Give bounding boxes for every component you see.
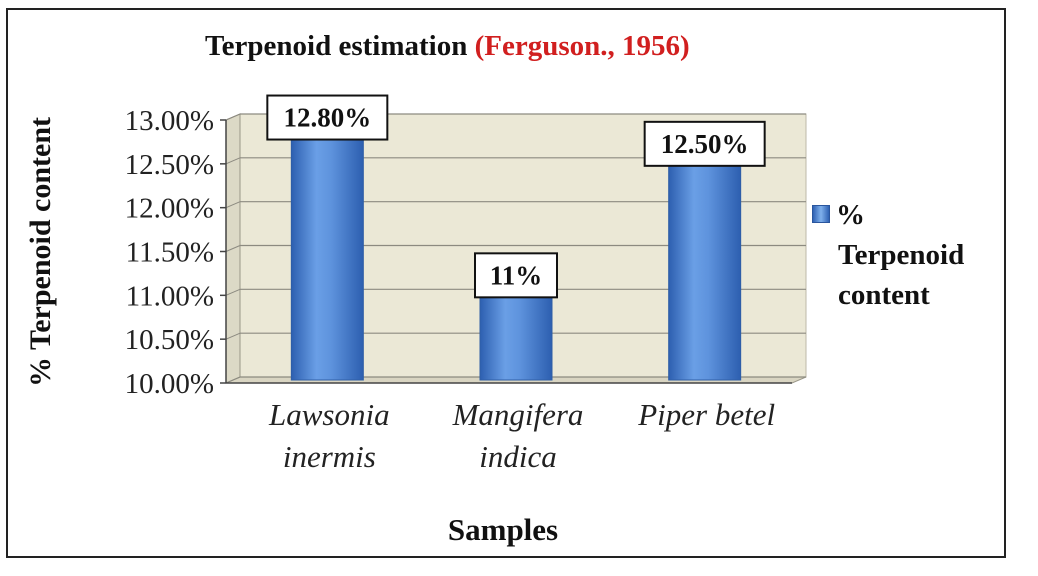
x-axis-title: Samples bbox=[448, 512, 558, 547]
bar bbox=[668, 157, 742, 381]
data-label: 12.80% bbox=[283, 103, 371, 133]
gridline-side bbox=[225, 113, 241, 121]
y-tick-label: 11.00% bbox=[126, 280, 214, 312]
y-tick-label: 10.50% bbox=[125, 324, 214, 356]
y-axis-title: % Terpenoid content bbox=[24, 117, 57, 387]
y-tick-label: 12.50% bbox=[125, 149, 214, 181]
gridline-side bbox=[225, 376, 241, 384]
legend-label-line2: Terpenoid bbox=[838, 239, 965, 271]
y-tick-label: 12.00% bbox=[125, 193, 214, 225]
chart-title: Terpenoid estimation (Ferguson., 1956) bbox=[205, 30, 690, 63]
data-label-box bbox=[643, 120, 766, 167]
x-tick-label: Piper betel bbox=[637, 397, 775, 432]
chart-title-reference: (Ferguson., 1956) bbox=[474, 30, 690, 62]
y-tick-label: 10.00% bbox=[125, 368, 214, 400]
data-label: 11% bbox=[490, 260, 543, 290]
data-label: 12.50% bbox=[661, 129, 749, 159]
bar bbox=[479, 288, 553, 381]
x-tick-label: Lawsonia bbox=[268, 397, 390, 432]
bar bbox=[290, 131, 364, 381]
gridline-side bbox=[225, 332, 241, 340]
x-tick-label: Mangifera bbox=[452, 397, 584, 432]
gridline-side bbox=[225, 201, 241, 209]
x-tick-label: inermis bbox=[283, 439, 376, 474]
chart-title-main: Terpenoid estimation bbox=[205, 30, 468, 62]
legend: % Terpenoid content bbox=[812, 195, 1012, 315]
y-tick-label: 13.00% bbox=[125, 105, 214, 137]
legend-label-line3: content bbox=[838, 279, 930, 311]
legend-label-line1: % bbox=[836, 199, 865, 231]
legend-swatch bbox=[812, 205, 830, 224]
data-label-box bbox=[474, 252, 558, 299]
gridline-side bbox=[225, 288, 241, 296]
data-label-box bbox=[266, 94, 389, 141]
x-tick-label: indica bbox=[479, 439, 557, 474]
y-tick-label: 11.50% bbox=[126, 237, 214, 269]
gridline-side bbox=[225, 157, 241, 165]
gridline-side bbox=[225, 245, 241, 252]
